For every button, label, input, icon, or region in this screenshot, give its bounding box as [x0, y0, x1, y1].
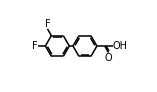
Text: F: F: [32, 41, 38, 51]
Text: OH: OH: [113, 41, 128, 51]
Text: F: F: [45, 19, 50, 29]
Text: O: O: [105, 53, 112, 63]
